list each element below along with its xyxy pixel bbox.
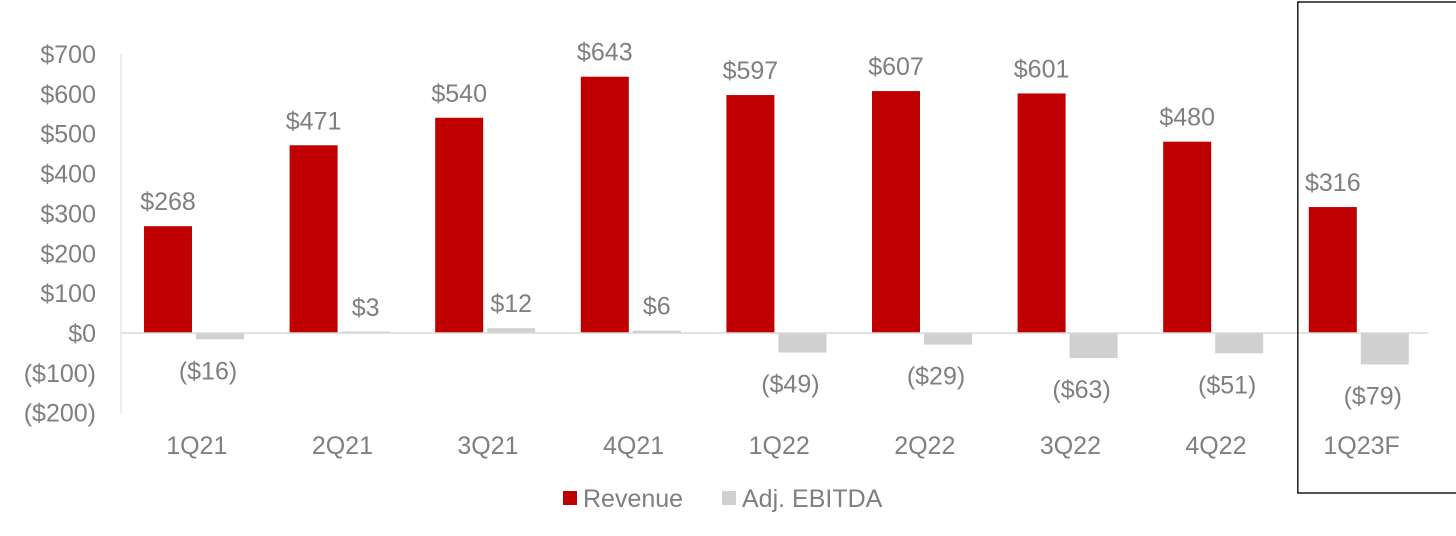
x-tick-label: 2Q21 [312, 432, 373, 460]
adj-ebitda-bar [196, 333, 244, 340]
revenue-bar [580, 76, 629, 334]
x-tick-label: 3Q22 [1040, 432, 1101, 460]
adj-ebitda-bar [632, 330, 681, 333]
adj-ebitda-data-label: $3 [352, 294, 380, 322]
revenue-bar [144, 226, 192, 333]
x-tick-label: 1Q22 [749, 432, 810, 460]
y-tick-label: ($100) [24, 360, 96, 388]
x-tick-label: 4Q22 [1185, 432, 1246, 460]
revenue-data-label: $471 [286, 107, 342, 135]
x-tick-label: 1Q21 [166, 432, 227, 460]
revenue-bar [1308, 207, 1357, 333]
legend-label-adj-ebitda: Adj. EBITDA [742, 485, 883, 513]
adj-ebitda-bar [1069, 333, 1118, 359]
y-tick-label: $300 [40, 200, 96, 228]
y-tick-label: ($200) [24, 400, 96, 428]
revenue-bar [1163, 141, 1212, 333]
x-tick-label: 1Q23F [1323, 432, 1399, 460]
y-tick-label: $0 [68, 320, 96, 348]
legend-swatch-adj-ebitda [722, 491, 736, 505]
adj-ebitda-data-label: ($51) [1198, 371, 1256, 399]
revenue-bar [1017, 93, 1066, 333]
y-tick-label: $600 [40, 81, 96, 109]
x-tick-label: 4Q21 [603, 432, 664, 460]
revenue-bar [726, 95, 775, 333]
x-tick-label: 2Q22 [894, 432, 955, 460]
revenue-data-label: $601 [1014, 55, 1070, 83]
legend: Revenue Adj. EBITDA [563, 485, 883, 513]
adj-ebitda-bar [487, 328, 536, 333]
legend-swatch-revenue [563, 491, 577, 505]
y-axis: $700 $600 $500 $400 $300 $200 $100 $0 ($100) ($20… [24, 41, 96, 428]
revenue-data-label: $643 [577, 39, 633, 67]
adj-ebitda-data-label: ($16) [179, 357, 237, 385]
revenue-data-label: $268 [140, 188, 196, 216]
revenue-data-label: $607 [868, 53, 924, 81]
adj-ebitda-bar [1215, 333, 1264, 354]
revenue-data-label: $316 [1305, 169, 1361, 197]
y-tick-label: $100 [40, 280, 96, 308]
x-axis: 1Q21 2Q21 3Q21 4Q21 1Q22 2Q22 3Q22 4Q22 1Q23F [166, 432, 1400, 460]
forecast-highlight-box [1297, 1, 1456, 494]
adj-ebitda-data-label: $12 [490, 290, 532, 318]
revenue-data-label: $480 [1159, 104, 1215, 132]
revenue-bar [435, 117, 484, 334]
adj-ebitda-data-label: ($49) [761, 371, 819, 399]
data-labels: $268 ($16) $471 $3 $540 $12 $643 $6 $597 ($49) $60… [140, 39, 1402, 411]
adj-ebitda-bar [1360, 333, 1409, 365]
x-tick-label: 3Q21 [457, 432, 518, 460]
y-tick-label: $500 [40, 121, 96, 149]
revenue-bar [872, 91, 920, 334]
y-tick-label: $400 [40, 161, 96, 189]
adj-ebitda-bar [924, 333, 972, 345]
revenue-bar [289, 145, 338, 333]
y-tick-label: $200 [40, 240, 96, 268]
y-tick-label: $700 [40, 41, 96, 69]
adj-ebitda-bar [778, 333, 827, 353]
revenue-data-label: $597 [723, 57, 779, 85]
adj-ebitda-data-label: $6 [643, 293, 671, 321]
bars [144, 76, 1409, 365]
adj-ebitda-data-label: ($63) [1052, 376, 1110, 404]
legend-label-revenue: Revenue [583, 485, 683, 513]
revenue-data-label: $540 [431, 80, 487, 108]
adj-ebitda-data-label: ($29) [907, 363, 965, 391]
adj-ebitda-data-label: ($79) [1344, 382, 1402, 410]
